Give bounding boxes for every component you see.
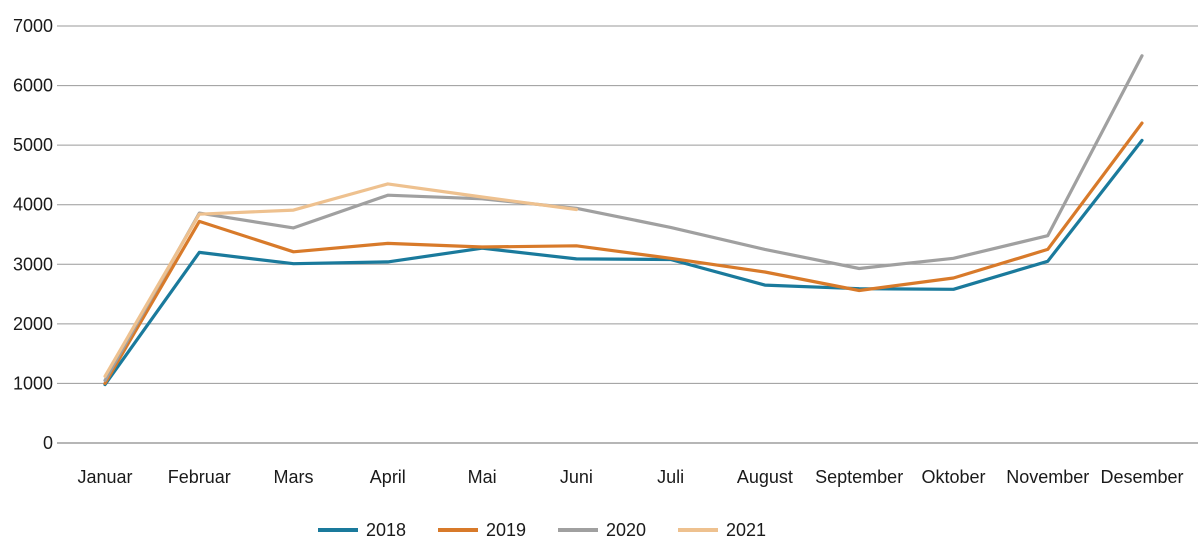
y-tick-label-1000: 1000 (13, 373, 53, 393)
y-tick-label-0: 0 (43, 433, 53, 453)
legend-label-2019: 2019 (486, 520, 526, 540)
legend-label-2018: 2018 (366, 520, 406, 540)
x-axis-tick-labels: Januar Februar Mars April Mai Juni Juli August S… (77, 467, 1183, 487)
gridlines (57, 25, 1198, 444)
y-tick-label-2000: 2000 (13, 314, 53, 334)
x-tick-label-juni: Juni (560, 467, 593, 487)
legend-label-2021: 2021 (726, 520, 766, 540)
series-line-2018 (103, 138, 1144, 387)
series-line-2020 (103, 54, 1144, 382)
x-tick-label-april: April (370, 467, 406, 487)
y-tick-label-6000: 6000 (13, 76, 53, 96)
x-tick-label-mars: Mars (274, 467, 314, 487)
series-line-2019 (103, 121, 1144, 385)
series-line-2021 (103, 182, 579, 378)
y-axis-tick-labels: 0 1000 2000 3000 4000 5000 6000 7000 (13, 16, 53, 453)
y-tick-label-5000: 5000 (13, 135, 53, 155)
x-tick-label-september: September (815, 467, 903, 487)
series-lines (103, 54, 1144, 387)
x-tick-label-juli: Juli (657, 467, 684, 487)
y-tick-label-4000: 4000 (13, 195, 53, 215)
x-tick-label-januar: Januar (77, 467, 132, 487)
x-tick-label-august: August (737, 467, 793, 487)
x-tick-label-november: November (1006, 467, 1089, 487)
y-tick-label-3000: 3000 (13, 254, 53, 274)
x-tick-label-februar: Februar (168, 467, 231, 487)
legend-label-2020: 2020 (606, 520, 646, 540)
legend: 2018 2019 2020 2021 (318, 520, 766, 540)
x-tick-label-oktober: Oktober (921, 467, 985, 487)
x-tick-label-desember: Desember (1100, 467, 1183, 487)
y-tick-label-7000: 7000 (13, 16, 53, 36)
x-tick-label-mai: Mai (468, 467, 497, 487)
